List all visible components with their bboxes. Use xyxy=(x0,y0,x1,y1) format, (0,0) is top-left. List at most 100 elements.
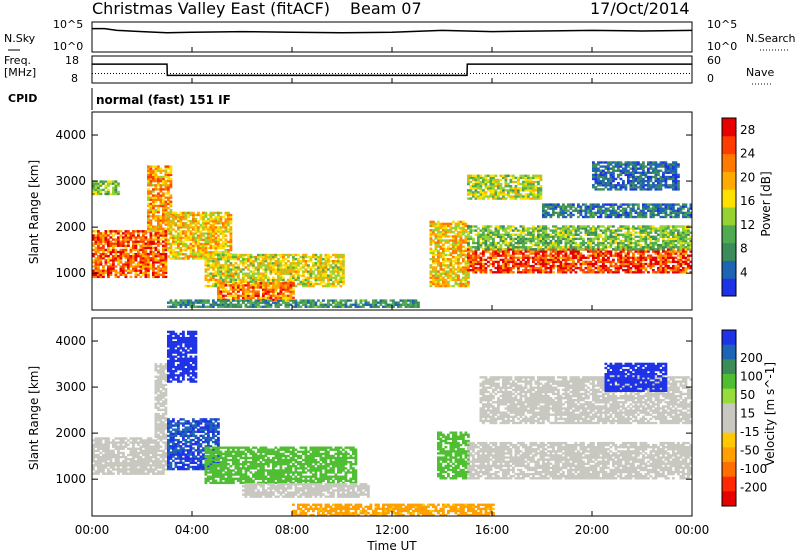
echo-cell xyxy=(584,207,588,210)
echo-cell xyxy=(202,246,205,250)
echo-cell xyxy=(154,267,158,270)
echo-cell xyxy=(124,236,128,239)
echo-cell xyxy=(439,237,443,240)
echo-cell xyxy=(524,229,528,232)
echo-cell xyxy=(264,301,268,304)
echo-cell xyxy=(634,235,638,238)
echo-cell xyxy=(237,253,240,257)
echo-cell xyxy=(167,190,170,193)
echo-cell xyxy=(284,264,288,267)
echo-cell xyxy=(207,220,210,223)
echo-cell xyxy=(219,276,223,279)
echo-cell xyxy=(92,230,95,233)
echo-cell xyxy=(169,251,173,254)
echo-cell xyxy=(569,250,573,253)
echo-cell xyxy=(254,294,258,297)
echo-cell xyxy=(437,258,440,261)
echo-cell xyxy=(172,249,175,252)
echo-cell xyxy=(474,248,478,251)
echo-cell xyxy=(199,215,203,219)
echo-cell xyxy=(442,243,445,246)
echo-cell xyxy=(259,276,263,279)
echo-cell xyxy=(469,225,473,228)
echo-cell xyxy=(467,252,470,255)
echo-cell xyxy=(112,255,115,258)
echo-cell xyxy=(119,257,123,260)
echo-cell xyxy=(269,253,273,257)
echo-cell xyxy=(187,303,190,306)
echo-cell xyxy=(149,257,153,260)
echo-cell xyxy=(429,229,433,232)
echo-cell xyxy=(244,303,248,306)
echo-cell xyxy=(449,224,453,228)
echo-cell xyxy=(224,284,228,287)
echo-cell xyxy=(212,238,215,241)
echo-cell xyxy=(674,260,678,264)
echo-cell xyxy=(164,242,168,245)
echo-cell xyxy=(319,253,323,257)
echo-cell xyxy=(212,217,215,221)
echo-cell xyxy=(627,266,630,270)
echo-cell xyxy=(319,303,323,306)
echo-cell xyxy=(452,239,455,242)
echo-cell xyxy=(519,252,523,255)
echo-cell xyxy=(297,272,300,275)
echo-cell xyxy=(157,177,160,181)
echo-cell xyxy=(184,234,188,237)
echo-cell xyxy=(679,243,683,247)
echo-cell xyxy=(672,241,675,245)
echo-cell xyxy=(97,269,100,272)
echo-cell xyxy=(479,191,483,194)
echo-cell xyxy=(242,292,245,295)
echo-cell xyxy=(442,239,445,242)
echo-cell xyxy=(652,264,655,268)
echo-cell xyxy=(474,258,478,262)
echo-cell xyxy=(164,259,168,262)
echo-cell xyxy=(219,280,223,284)
echo-cell xyxy=(627,260,630,264)
echo-cell xyxy=(447,247,450,250)
echo-cell xyxy=(597,246,600,249)
echo-cell xyxy=(629,243,633,247)
echo-cell xyxy=(297,258,300,261)
echo-cell xyxy=(669,252,673,255)
echo-cell xyxy=(169,179,173,183)
echo-cell xyxy=(579,262,583,266)
echo-cell xyxy=(459,278,463,282)
echo-cell xyxy=(647,248,650,251)
echo-cell xyxy=(332,262,335,265)
echo-cell xyxy=(512,243,515,247)
echo-cell xyxy=(159,242,163,245)
echo-cell xyxy=(139,257,143,260)
echo-cell xyxy=(472,252,475,255)
echo-cell xyxy=(539,262,543,266)
echo-cell xyxy=(192,301,195,304)
echo-cell xyxy=(157,267,160,270)
echo-cell xyxy=(164,186,168,189)
echo-cell xyxy=(184,224,188,227)
echo-cell xyxy=(637,248,640,251)
echo-cell xyxy=(507,231,510,234)
echo-cell xyxy=(604,243,608,247)
echo-cell xyxy=(409,303,413,306)
echo-cell xyxy=(159,169,163,172)
echo-cell xyxy=(429,224,433,228)
echo-cell xyxy=(497,241,500,245)
echo-cell xyxy=(489,256,493,259)
echo-cell xyxy=(247,296,250,299)
echo-cell xyxy=(687,231,690,234)
echo-cell xyxy=(669,266,673,270)
echo-cell xyxy=(677,229,680,232)
echo-cell xyxy=(657,229,660,232)
echo-cell xyxy=(179,222,183,225)
echo-cell xyxy=(114,238,118,241)
echo-cell xyxy=(609,252,613,255)
echo-cell xyxy=(652,269,655,272)
echo-cell xyxy=(677,231,680,234)
echo-cell xyxy=(437,272,440,275)
echo-cell xyxy=(452,266,455,269)
echo-cell xyxy=(592,250,595,253)
echo-cell xyxy=(577,260,580,264)
echo-cell xyxy=(659,254,663,257)
echo-cell xyxy=(642,248,645,251)
